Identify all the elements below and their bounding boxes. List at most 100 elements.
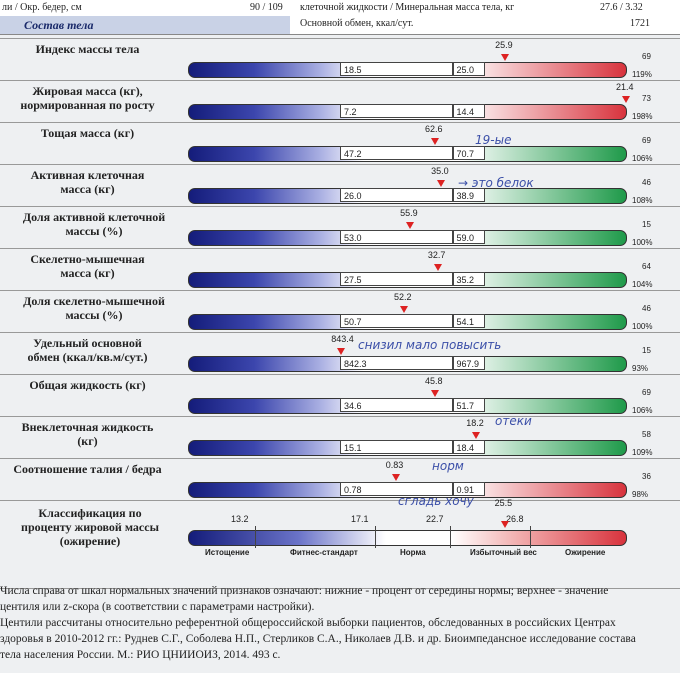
- norm-high: 35.2: [452, 272, 485, 286]
- percent: 98%: [632, 490, 649, 499]
- norm-high: 38.9: [452, 188, 485, 202]
- row-rule: [0, 80, 680, 81]
- row-label: Доля скелетно-мышечной массы (%): [23, 294, 165, 322]
- percent: 109%: [632, 448, 653, 457]
- row-label: Тощая масса (кг): [40, 126, 135, 140]
- handwritten-note: 19-ые: [475, 133, 512, 147]
- handwritten-note: норм: [432, 459, 464, 473]
- scale-value: 26.8: [506, 514, 524, 524]
- scale-divider: [375, 526, 376, 548]
- percent: 100%: [632, 322, 653, 331]
- marker: [406, 222, 415, 229]
- scale-value: 22.7: [426, 514, 444, 524]
- scale-value: 17.1: [351, 514, 369, 524]
- percent: 198%: [632, 112, 653, 121]
- norm-high: 0.91: [452, 482, 485, 496]
- norm-low: 53.0: [340, 230, 453, 244]
- centile: 36: [642, 472, 651, 481]
- current-value: 25.9: [495, 40, 513, 50]
- scale-value: 13.2: [231, 514, 249, 524]
- row-rule: [0, 416, 680, 417]
- current-value: 843.4: [331, 334, 354, 344]
- norm-low: 7.2: [340, 104, 453, 118]
- row-rule: [0, 374, 680, 375]
- header-cell: Состав тела: [24, 18, 94, 32]
- marker: [433, 264, 442, 271]
- header-cell: 27.6 / 3.32: [600, 2, 643, 13]
- row-rule: [0, 122, 680, 123]
- norm-low: 18.5: [340, 62, 453, 76]
- header-cell: 90 / 109: [250, 2, 283, 13]
- current-value: 62.6: [425, 124, 443, 134]
- row-label: Соотношение талия / бедра: [13, 462, 162, 476]
- marker: [500, 521, 509, 528]
- norm-low: 0.78: [340, 482, 453, 496]
- row-rule: [0, 38, 680, 39]
- marker: [399, 306, 408, 313]
- centile: 15: [642, 346, 651, 355]
- footer-line: Числа справа от шкал нормальных значений…: [0, 585, 609, 597]
- percent: 104%: [632, 280, 653, 289]
- handwritten-note: → это белок: [458, 176, 534, 190]
- header-cell: ли / Окр. бедер, см: [2, 2, 82, 13]
- header-cell: клеточной жидкости / Минеральная масса т…: [300, 2, 515, 13]
- row-label: Общая жидкость (кг): [29, 378, 146, 392]
- norm-low: 34.6: [340, 398, 453, 412]
- row-rule: [0, 206, 680, 207]
- current-value: 25.5: [494, 498, 513, 508]
- row-rule: [0, 500, 680, 501]
- norm-low: 26.0: [340, 188, 453, 202]
- scale-divider: [530, 526, 531, 548]
- centile: 69: [642, 52, 651, 61]
- marker: [430, 390, 439, 397]
- norm-low: 27.5: [340, 272, 453, 286]
- percent: 119%: [632, 70, 652, 79]
- zone-label: Норма: [400, 548, 426, 557]
- row-label: Удельный основной обмен (ккал/кв.м/сут.): [27, 336, 148, 364]
- current-value: 35.0: [431, 166, 449, 176]
- norm-low: 47.2: [340, 146, 453, 160]
- footer-line: тела населения России. М.: РИО ЦНИИОИЗ, …: [0, 649, 281, 661]
- percent: 108%: [632, 196, 653, 205]
- current-value: 32.7: [427, 250, 446, 260]
- percent: 106%: [632, 154, 653, 163]
- footer-line: центиля или z-скора (в соответствии с па…: [0, 601, 315, 613]
- zone-label: Фитнес-стандарт: [290, 548, 358, 557]
- row-label: Жировая масса (кг), нормированная по рос…: [20, 84, 155, 112]
- row-rule: [0, 332, 680, 333]
- marker: [431, 138, 440, 145]
- section-band: [0, 16, 290, 34]
- row-label: Доля активной клеточной массы (%): [22, 210, 166, 238]
- percent: 106%: [632, 406, 653, 415]
- norm-high: 14.4: [452, 104, 485, 118]
- row-rule: [0, 290, 680, 291]
- row-label: Классификация по проценту жировой массы …: [21, 506, 159, 548]
- norm-high: 54.1: [452, 314, 485, 328]
- centile: 73: [642, 94, 651, 103]
- zone-label: Избыточный вес: [470, 548, 537, 557]
- handwritten-note: снизил мало повысить: [358, 338, 502, 352]
- norm-high: 51.7: [452, 398, 485, 412]
- row-rule: [0, 588, 680, 589]
- current-value: 52.2: [393, 292, 412, 302]
- marker: [437, 180, 446, 187]
- current-value: 18.2: [466, 418, 484, 428]
- footer-line: здоровья в 2010-2012 гг.: Руднев С.Г., С…: [0, 633, 636, 645]
- row-rule: [0, 458, 680, 459]
- handwritten-note: отеки: [495, 414, 532, 428]
- norm-high: 18.4: [452, 440, 485, 454]
- percent: 93%: [632, 364, 649, 373]
- norm-low: 50.7: [340, 314, 453, 328]
- centile: 69: [642, 388, 651, 397]
- zone-label: Ожирение: [565, 548, 606, 557]
- zone-label: Истощение: [205, 548, 250, 557]
- footer-line: Центили рассчитаны относительно референт…: [0, 617, 616, 629]
- scale-bar: [188, 530, 627, 546]
- centile: 46: [642, 178, 651, 187]
- current-value: 55.9: [400, 208, 418, 218]
- percent: 100%: [632, 238, 653, 247]
- marker: [472, 432, 481, 439]
- norm-high: 25.0: [452, 62, 485, 76]
- centile: 64: [642, 262, 651, 271]
